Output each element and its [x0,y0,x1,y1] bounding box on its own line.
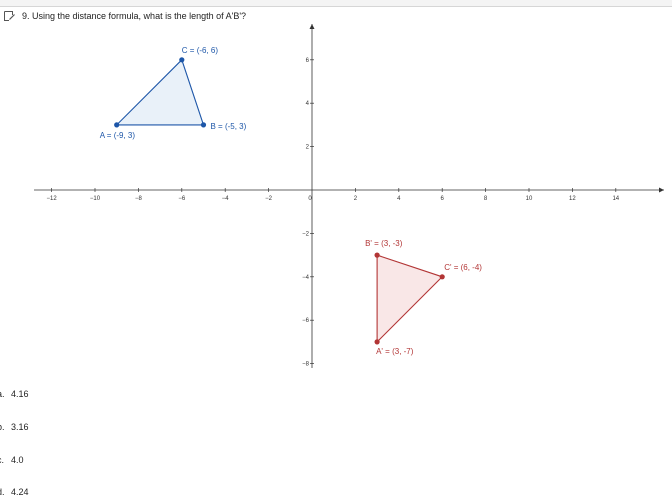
y-tick-label: 2 [306,145,310,151]
vertex-point [200,122,207,128]
choice-letter: c. [0,455,5,465]
checkbox-icon[interactable] [3,10,16,22]
x-tick-label: 2 [354,196,358,202]
choice-letter: b. [0,422,5,432]
x-tick-label: 8 [484,196,488,202]
question-text: 9. Using the distance formula, what is t… [22,11,247,21]
vertex-label: A = (-9, 3) [100,131,136,140]
choice-text: 4.0 [11,455,24,465]
vertex-label: A' = (3, -7) [376,347,414,356]
x-tick-label: −10 [90,196,101,202]
choice-d[interactable]: d. 4.24 [0,487,29,497]
vertex-label: C = (-6, 6) [182,46,219,55]
triangle-ABC [115,58,205,126]
vertex-label: B = (-5, 3) [211,122,247,131]
question: 9. Using the distance formula, what is t… [3,10,246,22]
x-tick-label: 10 [526,196,533,202]
y-tick-label: −4 [302,275,310,281]
x-tick-label: 14 [612,196,619,202]
vertex-point [374,339,380,345]
choice-letter: a. [0,389,5,399]
x-tick-label: −6 [178,196,186,202]
y-tick-label: 4 [306,101,310,107]
y-tick-label: −6 [302,318,310,324]
choice-text: 3.16 [11,422,29,432]
x-tick-label: 4 [397,196,401,202]
choice-letter: d. [0,487,5,497]
y-tick-label: 6 [306,58,310,64]
vertex-label: C' = (6, -4) [444,263,482,272]
vertex-point [439,274,445,280]
x-tick-label: −4 [222,196,230,202]
x-axis-arrow-icon [659,187,664,193]
x-tick-label: −8 [135,196,143,202]
choice-b[interactable]: b. 3.16 [0,422,29,432]
y-tick-label: −2 [302,231,310,237]
vertex-point [374,252,380,258]
x-tick-label: 6 [441,196,445,202]
vertex-point [114,122,120,128]
vertex-label: B' = (3, -3) [365,239,403,248]
top-rule [0,0,672,7]
x-tick-label: 12 [569,196,576,202]
y-axis-arrow-icon [309,24,315,29]
choice-a[interactable]: a. 4.16 [0,389,29,399]
choice-text: 4.16 [11,389,29,399]
y-tick-label: −8 [302,362,310,368]
choice-text: 4.24 [11,487,29,497]
x-tick-label: −2 [265,196,273,202]
coordinate-graph: −12 −10 −8 −6 −4 −2 0 2 4 6 8 10 12 14 −8 −6 −4 −2 2 4 6 A = … [34,24,664,368]
vertex-point [179,57,185,63]
x-tick-label: 0 [308,196,312,202]
x-tick-label: −12 [47,196,58,202]
choice-c[interactable]: c. 4.0 [0,455,24,465]
triangle-A'B'C' [376,254,444,344]
